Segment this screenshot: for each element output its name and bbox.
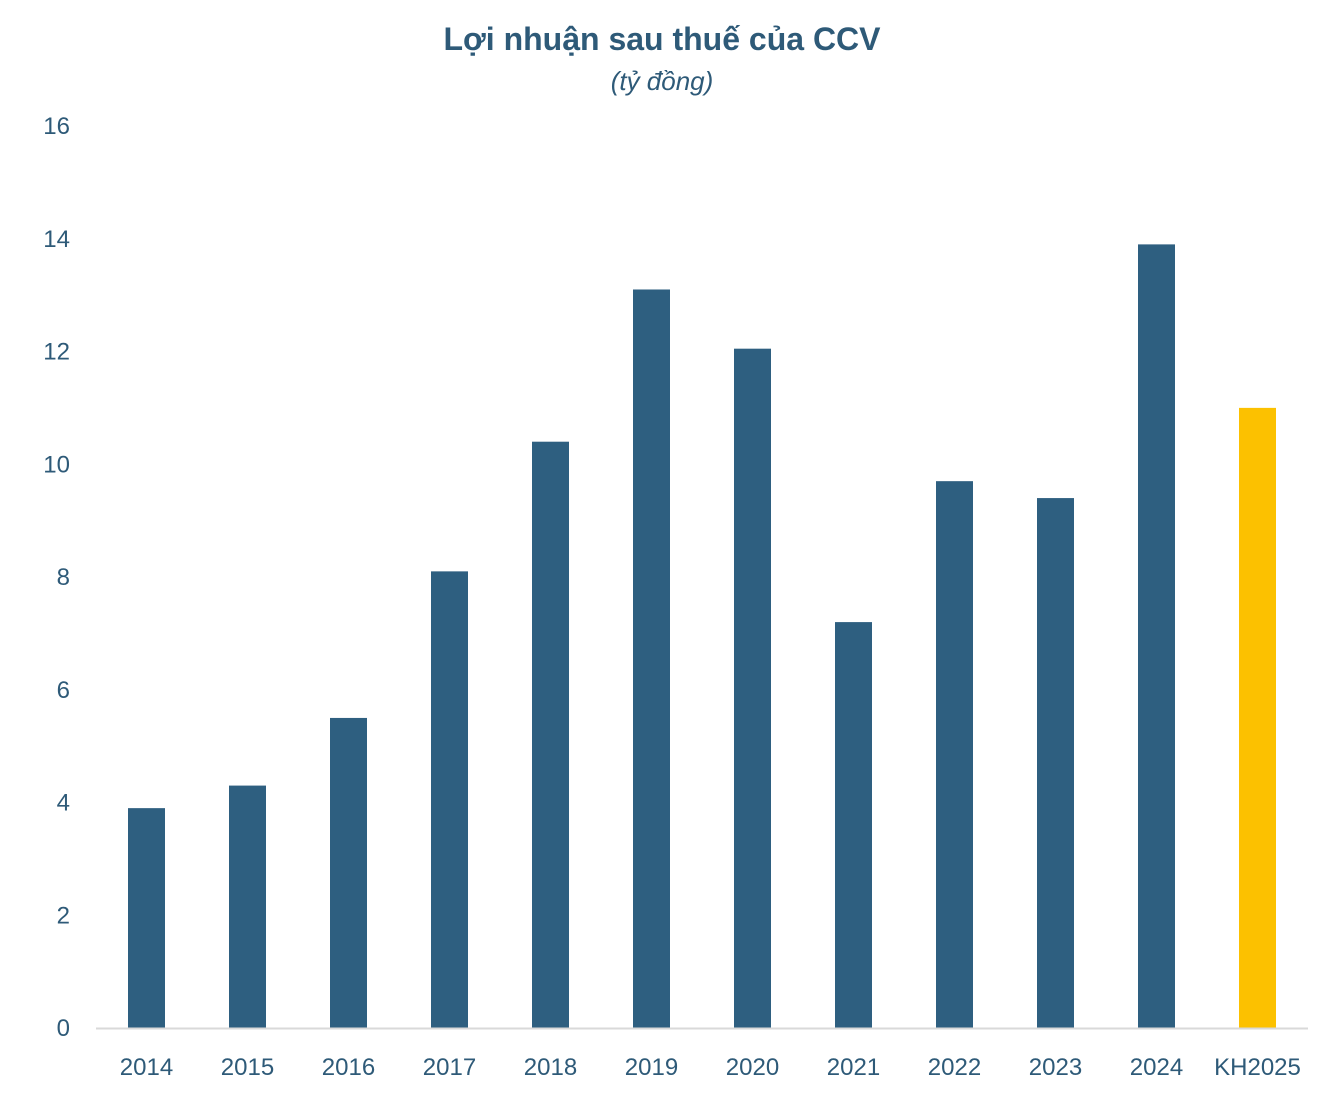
x-tick-label: 2015 <box>221 1054 274 1081</box>
y-tick-label: 10 <box>43 451 70 478</box>
bar-2018 <box>532 441 569 1028</box>
y-tick-label: 8 <box>57 564 70 591</box>
x-tick-label: 2017 <box>423 1054 476 1081</box>
x-tick-label: 2018 <box>524 1054 577 1081</box>
bar-2024 <box>1138 244 1175 1028</box>
bar-2015 <box>229 785 266 1028</box>
y-tick-label: 16 <box>43 113 70 140</box>
y-tick-label: 14 <box>43 226 70 253</box>
x-tick-label: 2023 <box>1029 1054 1082 1081</box>
bar-2023 <box>1037 498 1074 1028</box>
x-tick-label: 2019 <box>625 1054 678 1081</box>
y-axis: 0 2 4 6 8 10 12 14 16 <box>43 113 70 1042</box>
x-tick-label: 2016 <box>322 1054 375 1081</box>
bar-2020 <box>734 348 771 1028</box>
x-axis: 2014 2015 2016 2017 2018 2019 2020 2021 2022 2023… <box>120 1054 1301 1081</box>
x-tick-label: 2021 <box>827 1054 880 1081</box>
x-tick-label: 2014 <box>120 1054 173 1081</box>
bars <box>128 244 1276 1029</box>
bar-2021 <box>835 622 872 1028</box>
y-tick-label: 12 <box>43 339 70 366</box>
x-tick-label: KH2025 <box>1214 1054 1301 1081</box>
y-tick-label: 4 <box>57 790 70 817</box>
x-tick-label: 2024 <box>1130 1054 1183 1081</box>
bar-2016 <box>330 717 367 1028</box>
chart-title: Lợi nhuận sau thuế của CCV <box>443 21 881 57</box>
x-tick-label: 2020 <box>726 1054 779 1081</box>
x-tick-label: 2022 <box>928 1054 981 1081</box>
y-tick-label: 6 <box>57 677 70 704</box>
bar-2014 <box>128 808 165 1028</box>
bar-2019 <box>633 289 670 1028</box>
bar-2022 <box>936 481 973 1029</box>
bar-kh2025 <box>1239 407 1276 1028</box>
chart-subtitle: (tỷ đồng) <box>611 66 714 96</box>
y-tick-label: 0 <box>57 1015 70 1042</box>
bar-2017 <box>431 571 468 1028</box>
y-tick-label: 2 <box>57 902 70 929</box>
